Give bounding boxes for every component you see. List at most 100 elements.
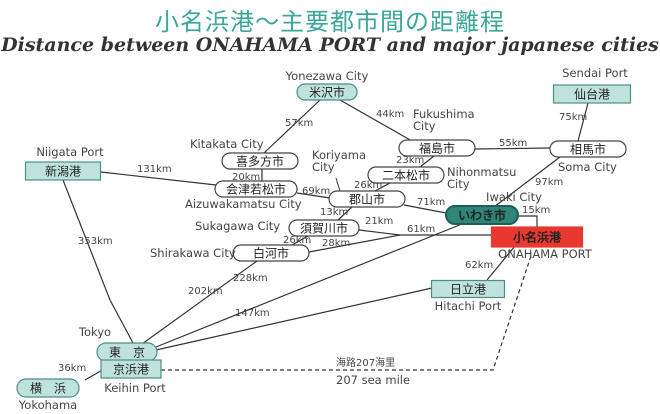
node-niigata-jp: 新潟港: [45, 164, 81, 179]
leader-line: [335, 177, 341, 192]
distance-label: 353km: [78, 236, 113, 247]
node-shirakawa: [232, 244, 310, 262]
route-line-fukushima-nihonmatsu: [419, 155, 435, 168]
node-nihonmatsu-en-line2: City: [447, 177, 470, 191]
node-koriyama-en-line1: Koriyama: [312, 148, 366, 162]
distance-label: 228km: [233, 273, 268, 284]
node-yonezawa-jp: 米沢市: [309, 85, 345, 100]
route-line-sukagawa-shirakawa: [291, 235, 309, 246]
node-kitakata-en: Kitakata City: [190, 137, 264, 151]
route-line-niigata-tokyo: [62, 179, 134, 344]
distance-label: 61km: [407, 224, 435, 235]
route-line-aizu-koriyama: [296, 192, 331, 199]
route-line-yonezawa-kitakata: [263, 99, 321, 154]
distance-label: 55km: [499, 138, 527, 149]
route-line-niigata-aizu: [100, 171, 217, 186]
node-shirakawa-en: Shirakawa City: [150, 246, 236, 260]
node-keihin-en: Keihin Port: [104, 381, 166, 395]
sea-route-en: 207 sea mile: [336, 373, 410, 387]
distance-label: 20km: [232, 172, 260, 183]
node-nihonmatsu-jp: 二本松市: [382, 168, 430, 183]
sea-route-line: [161, 252, 533, 371]
node-onahama-jp: 小名浜港: [513, 230, 562, 245]
route-line-nihonmatsu-koriyama: [374, 182, 391, 192]
node-tokyo-jp: 東 京: [109, 346, 145, 360]
title-japanese: 小名浜港〜主要都市間の距離程: [155, 8, 505, 36]
node-yokohama-en: Yokohama: [18, 398, 77, 412]
route-line-fukushima-soma: [474, 147, 551, 150]
node-fukushima-en-line2: City: [413, 119, 436, 133]
title-english: Distance between ONAHAMA PORT and major …: [1, 34, 659, 56]
node-aizu-jp: 会津若松市: [226, 182, 286, 197]
node-soma: [549, 140, 627, 158]
distance-label: 202km: [188, 286, 223, 297]
route-line-onahama-hitachi: [486, 245, 516, 281]
node-onahama-en: ONAHAMA PORT: [498, 247, 593, 261]
route-line-koriyama-iwaki: [403, 204, 447, 214]
distance-label: 97km: [535, 177, 563, 188]
distance-label: 75km: [559, 112, 587, 123]
distance-label: 28km: [322, 238, 350, 249]
node-aizu: [214, 180, 298, 198]
distance-label: 62km: [465, 260, 493, 271]
node-kitakata-jp: 喜多方市: [236, 154, 284, 169]
route-line-iwaki-tokyo: [155, 223, 463, 348]
distance-label: 13km: [320, 207, 348, 218]
node-nihonmatsu: [367, 166, 445, 184]
node-aizu-en: Aizuwakamatsu City: [185, 197, 302, 211]
node-fukushima-en-line1: Fukushima: [413, 107, 475, 121]
route-line-shirakawa-onahama: [308, 234, 401, 253]
node-iwaki-en: Iwaki City: [486, 190, 542, 204]
distance-label: 71km: [417, 197, 445, 208]
node-iwaki-jp: いわき市: [458, 208, 506, 223]
node-sendai-en: Sendai Port: [562, 66, 628, 80]
distance-label: 21km: [365, 216, 393, 227]
route-line-soma-iwaki: [493, 156, 561, 208]
node-hitachi-en: Hitachi Port: [435, 299, 502, 313]
distance-label: 69km: [302, 186, 330, 197]
sea-route-jp: 海路207海里: [336, 356, 395, 369]
distance-label: 15km: [522, 205, 550, 216]
node-keihin: [100, 359, 162, 379]
route-line-yonezawa-fukushima: [339, 99, 413, 142]
node-shirakawa-jp: 白河市: [253, 246, 289, 261]
distance-label: 44km: [376, 109, 404, 120]
node-niigata: [24, 161, 102, 181]
node-keihin-jp: 京浜港: [113, 363, 149, 377]
node-soma-jp: 相馬市: [570, 142, 606, 157]
route-line-hitachi-tokyo: [155, 287, 433, 351]
route-line-sendai-soma: [577, 102, 589, 142]
route-line-iwaki-onahama: [518, 215, 538, 227]
node-niigata-en: Niigata Port: [36, 145, 104, 159]
node-tokyo-en: Tokyo: [78, 325, 111, 339]
node-hitachi-jp: 日立港: [450, 282, 486, 297]
node-sendai: [552, 84, 632, 104]
node-fukushima-jp: 福島市: [419, 141, 455, 156]
node-yokohama-jp: 横 浜: [30, 382, 66, 396]
node-koriyama: [328, 190, 406, 208]
distance-label: 131km: [137, 164, 172, 175]
node-iwaki: [445, 205, 519, 225]
node-nihonmatsu-en-line1: Nihonmatsu: [447, 165, 516, 179]
distance-label: 36km: [58, 363, 86, 374]
distance-label: 26km: [283, 235, 311, 246]
route-line-koriyama-sukagawa: [337, 206, 353, 221]
node-sukagawa: [288, 219, 360, 237]
distance-label: 26km: [354, 180, 382, 191]
route-line-shirakawa-tokyo: [141, 260, 258, 345]
node-onahama: [490, 226, 584, 248]
node-yonezawa-en: Yonezawa City: [285, 69, 369, 83]
node-hitachi: [430, 279, 506, 299]
distance-label: 147km: [235, 308, 270, 319]
node-sendai-jp: 仙台港: [574, 87, 610, 102]
node-fukushima: [398, 139, 476, 157]
node-sukagawa-jp: 須賀川市: [300, 221, 348, 236]
node-soma-en: Soma City: [558, 160, 617, 174]
node-kitakata: [221, 152, 299, 170]
node-koriyama-jp: 郡山市: [349, 192, 385, 207]
node-yonezawa: [296, 83, 358, 101]
distance-label: 23km: [396, 155, 424, 166]
node-sukagawa-en: Sukagawa City: [195, 219, 280, 233]
distance-label: 57km: [285, 118, 313, 129]
